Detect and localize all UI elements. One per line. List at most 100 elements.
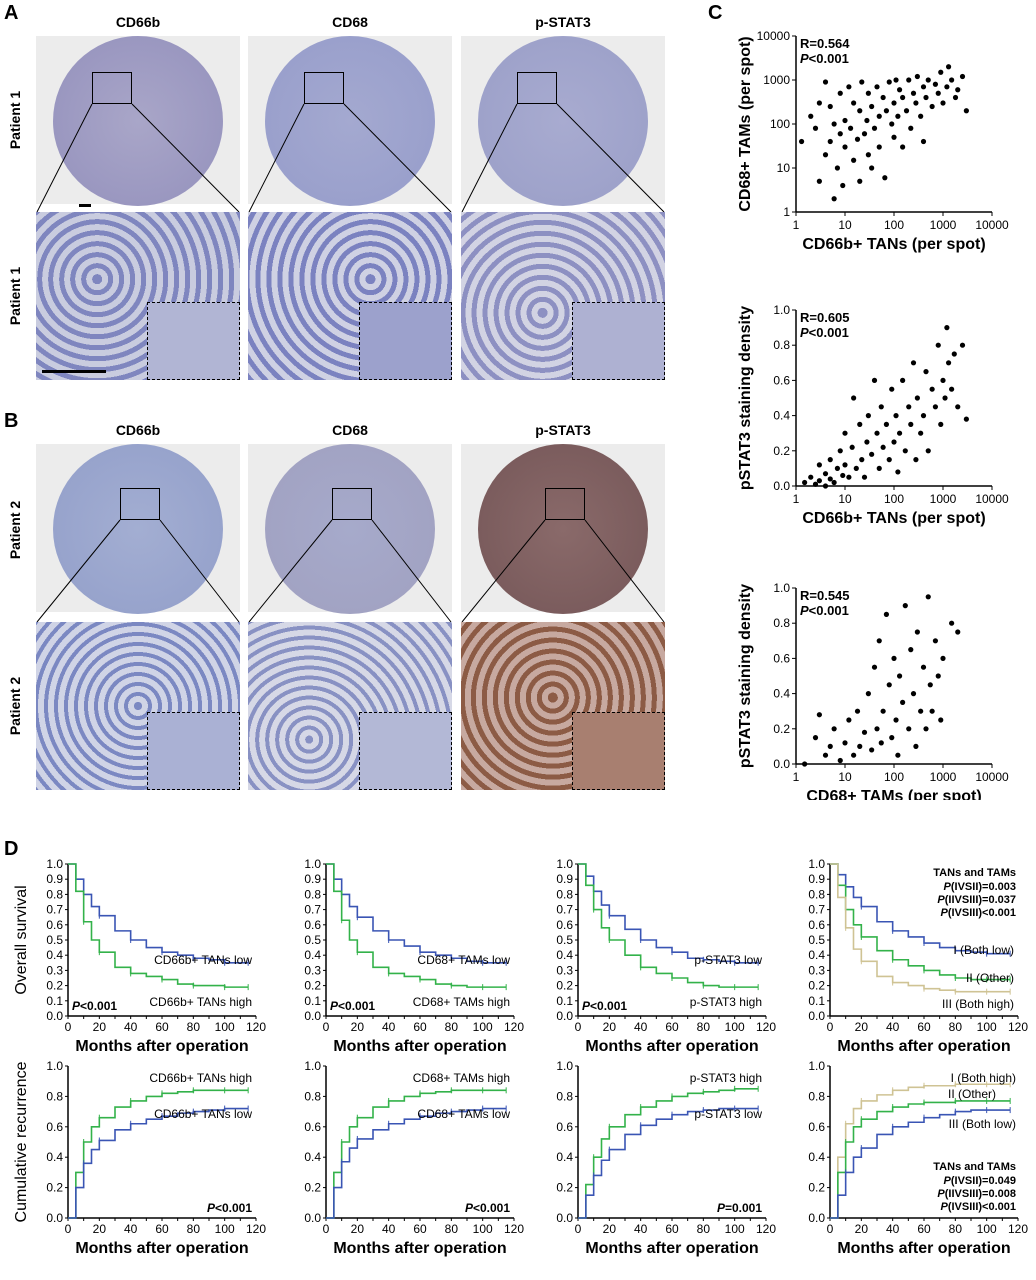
data-point: [876, 113, 882, 119]
x-axis-label: Months after operation: [75, 1240, 248, 1257]
recurrence-plot-4: 0 20 40 60 80 100 120 0.0 0.2 0.4 0.6 0.8 1.0 Months …: [808, 1059, 1028, 1257]
legend-low: CD66b+ TANs low: [154, 953, 252, 967]
data-point: [837, 90, 843, 96]
x-tick-label: 60: [665, 1222, 679, 1236]
micrograph-zoom: [36, 622, 240, 790]
data-point: [831, 196, 837, 202]
magnified-inset: [359, 712, 452, 790]
data-point: [808, 474, 814, 480]
zoom-box: [545, 488, 585, 520]
x-tick-label: 100: [725, 1020, 745, 1034]
zoom-box: [120, 488, 160, 520]
data-point: [880, 94, 886, 101]
data-point: [951, 351, 957, 357]
x-tick-label: 0: [827, 1020, 834, 1034]
data-point: [923, 726, 929, 732]
legend-group-1: I (Both low): [953, 943, 1014, 957]
data-point: [812, 735, 819, 741]
panel-b-letter: B: [4, 410, 19, 432]
micrograph-zoom: [248, 622, 452, 790]
tma-core-tile: [461, 444, 665, 614]
data-point: [938, 717, 944, 723]
data-point: [846, 84, 852, 90]
x-tick-label: 100: [884, 492, 904, 506]
y-tick-label: 0.5: [304, 933, 321, 947]
x-tick-label: 1: [793, 492, 800, 506]
data-point: [955, 87, 961, 93]
y-tick-label: 0.4: [304, 948, 321, 962]
data-point: [827, 138, 833, 145]
data-point: [831, 726, 837, 732]
data-point: [910, 360, 917, 366]
p-value: P<0.001: [800, 51, 849, 66]
data-point: [920, 664, 927, 670]
x-tick-label: 60: [917, 1020, 931, 1034]
y-tick-label: 0.6: [556, 1120, 573, 1134]
panel-a-stain-pstat3: p-STAT3: [535, 14, 591, 30]
p-value: P(IVSIII)<0.001: [940, 1201, 1016, 1213]
panel-b-stain-cd68: CD68: [332, 422, 368, 438]
data-point: [883, 421, 890, 427]
data-point: [918, 708, 924, 714]
x-tick-label: 0: [65, 1020, 72, 1034]
p-value: P<0.001: [330, 999, 375, 1013]
x-tick-label: 60: [413, 1222, 427, 1236]
data-point: [913, 457, 919, 463]
scatter-plot-2: 1 10 100 1000 10000 0.0 0.2 0.4 0.6 0.8 1.0 R=0.605…: [737, 303, 1009, 527]
magnified-inset: [147, 302, 240, 380]
x-axis-label: Months after operation: [333, 1038, 506, 1055]
zoom-box: [92, 72, 132, 104]
data-point: [900, 144, 906, 150]
data-point: [861, 474, 868, 480]
data-point: [822, 471, 829, 477]
data-point: [874, 84, 880, 90]
x-tick-label: 10000: [975, 218, 1009, 232]
x-tick-label: 100: [215, 1020, 235, 1034]
series-line: [326, 863, 507, 964]
x-tick-label: 1000: [930, 218, 957, 232]
p-value: P(IIVSIII)=0.037: [937, 894, 1016, 906]
data-point: [837, 757, 843, 764]
y-tick-label: 0.0: [808, 1211, 825, 1225]
data-point: [834, 165, 841, 171]
x-tick-label: 120: [1008, 1222, 1028, 1236]
data-point: [914, 395, 920, 401]
data-point: [869, 165, 875, 171]
tma-core: [478, 36, 648, 206]
series-line: [326, 1107, 507, 1219]
y-axis-label: pSTAT3 staining density: [737, 584, 754, 768]
data-point: [861, 131, 868, 137]
x-axis-label: Months after operation: [333, 1240, 506, 1257]
data-point: [889, 121, 895, 127]
x-tick-label: 120: [756, 1222, 776, 1236]
y-tick-label: 0.3: [46, 963, 63, 977]
legend-group-3: III (Both low): [949, 1117, 1016, 1131]
tma-core: [265, 36, 435, 206]
x-tick-label: 120: [504, 1222, 524, 1236]
y-tick-label: 1: [783, 205, 790, 219]
x-tick-label: 40: [634, 1020, 648, 1034]
data-point: [822, 152, 829, 158]
data-point: [816, 100, 822, 106]
p-value: P<0.001: [72, 999, 117, 1013]
data-point: [914, 629, 920, 635]
tma-core-tile: [248, 36, 452, 206]
data-point: [929, 103, 935, 110]
x-axis-label: CD66b+ TANs (per spot): [802, 236, 985, 253]
x-tick-label: 20: [603, 1222, 617, 1236]
y-tick-label: 0.9: [304, 872, 321, 886]
data-point: [880, 708, 886, 714]
y-tick-label: 0.4: [46, 948, 63, 962]
y-tick-label: 0.9: [556, 872, 573, 886]
legend-low: CD68+ TAMs low: [417, 953, 510, 967]
data-point: [857, 421, 863, 427]
y-tick-label: 1.0: [46, 857, 63, 871]
data-point: [851, 100, 857, 106]
x-tick-label: 80: [187, 1020, 201, 1034]
y-tick-label: 0.8: [773, 338, 790, 352]
x-axis-label: Months after operation: [837, 1038, 1010, 1055]
data-point: [893, 413, 899, 419]
os-plot-1: 0 20 40 60 80 100 120 0.00.10.2 0.30.40.50.60.7 0…: [13, 857, 266, 1055]
legend-low: CD66b+ TANs low: [154, 1107, 252, 1121]
data-point: [935, 342, 941, 348]
